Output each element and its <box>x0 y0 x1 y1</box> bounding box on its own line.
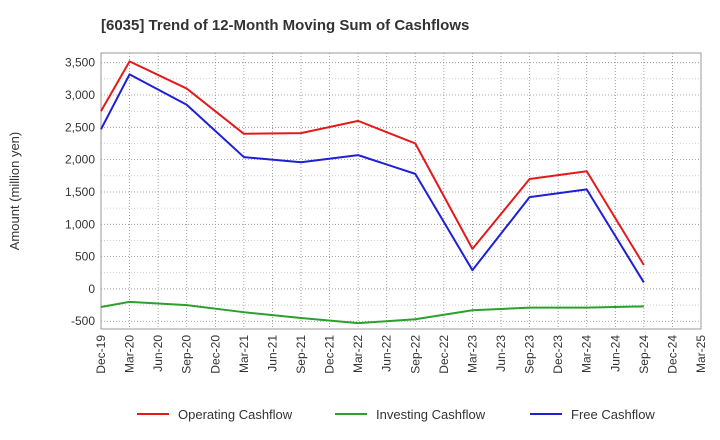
x-tick-label: Sep-23 <box>523 335 537 374</box>
x-tick-label: Mar-22 <box>351 335 365 373</box>
x-tick-label: Dec-24 <box>665 335 679 374</box>
x-tick-label: Sep-22 <box>408 335 422 374</box>
y-tick-label: 500 <box>75 250 95 264</box>
x-tick-label: Sep-21 <box>294 335 308 374</box>
y-tick-label: 2,500 <box>65 120 95 134</box>
series-line-free-cashflow <box>100 73 645 283</box>
plot-area <box>100 52 702 330</box>
x-tick-label: Jun-24 <box>608 335 622 372</box>
x-tick-label: Mar-24 <box>580 335 594 373</box>
y-tick-label: 0 <box>88 282 95 296</box>
y-tick-label: 1,500 <box>65 185 95 199</box>
y-tick-labels: -500 0 500 1,000 1,500 2,000 2,500 3,000 3,500 <box>65 56 95 329</box>
x-tick-label: Sep-24 <box>637 335 651 374</box>
x-tick-label: Mar-21 <box>237 335 251 373</box>
x-tick-label: Sep-20 <box>180 335 194 374</box>
legend: Operating Cashflow Investing Cashflow Free… <box>137 407 655 422</box>
x-tick-label: Dec-20 <box>208 335 222 374</box>
y-tick-label: 3,000 <box>65 88 95 102</box>
x-tick-label: Jun-23 <box>494 335 508 372</box>
x-tick-label: Jun-21 <box>265 335 279 372</box>
series-lines <box>100 60 645 325</box>
legend-label: Operating Cashflow <box>178 407 293 422</box>
x-tick-label: Dec-23 <box>551 335 565 374</box>
x-tick-label: Mar-23 <box>465 335 479 373</box>
series-line-operating-cashflow <box>100 60 645 266</box>
y-tick-label: 2,000 <box>65 153 95 167</box>
x-tick-label: Dec-22 <box>437 335 451 374</box>
x-tick-label: Dec-21 <box>323 335 337 374</box>
x-tick-label: Jun-22 <box>380 335 394 372</box>
x-tick-label: Mar-20 <box>123 335 137 373</box>
x-tick-labels: Dec-19 Mar-20 Jun-20 Sep-20 Dec-20 Mar-21 Jun-… <box>94 335 708 374</box>
x-tick-label: Jun-20 <box>151 335 165 372</box>
series-line-investing-cashflow <box>100 300 644 325</box>
grid-lines <box>100 53 702 329</box>
y-axis-label: Amount (million yen) <box>7 132 22 251</box>
legend-label: Free Cashflow <box>571 407 655 422</box>
y-tick-label: -500 <box>71 314 95 328</box>
x-tick-label: Mar-25 <box>694 335 708 373</box>
legend-label: Investing Cashflow <box>376 407 486 422</box>
y-tick-label: 3,500 <box>65 56 95 70</box>
x-tick-label: Dec-19 <box>94 335 108 374</box>
chart-title: [6035] Trend of 12-Month Moving Sum of C… <box>101 17 469 34</box>
y-tick-label: 1,000 <box>65 217 95 231</box>
